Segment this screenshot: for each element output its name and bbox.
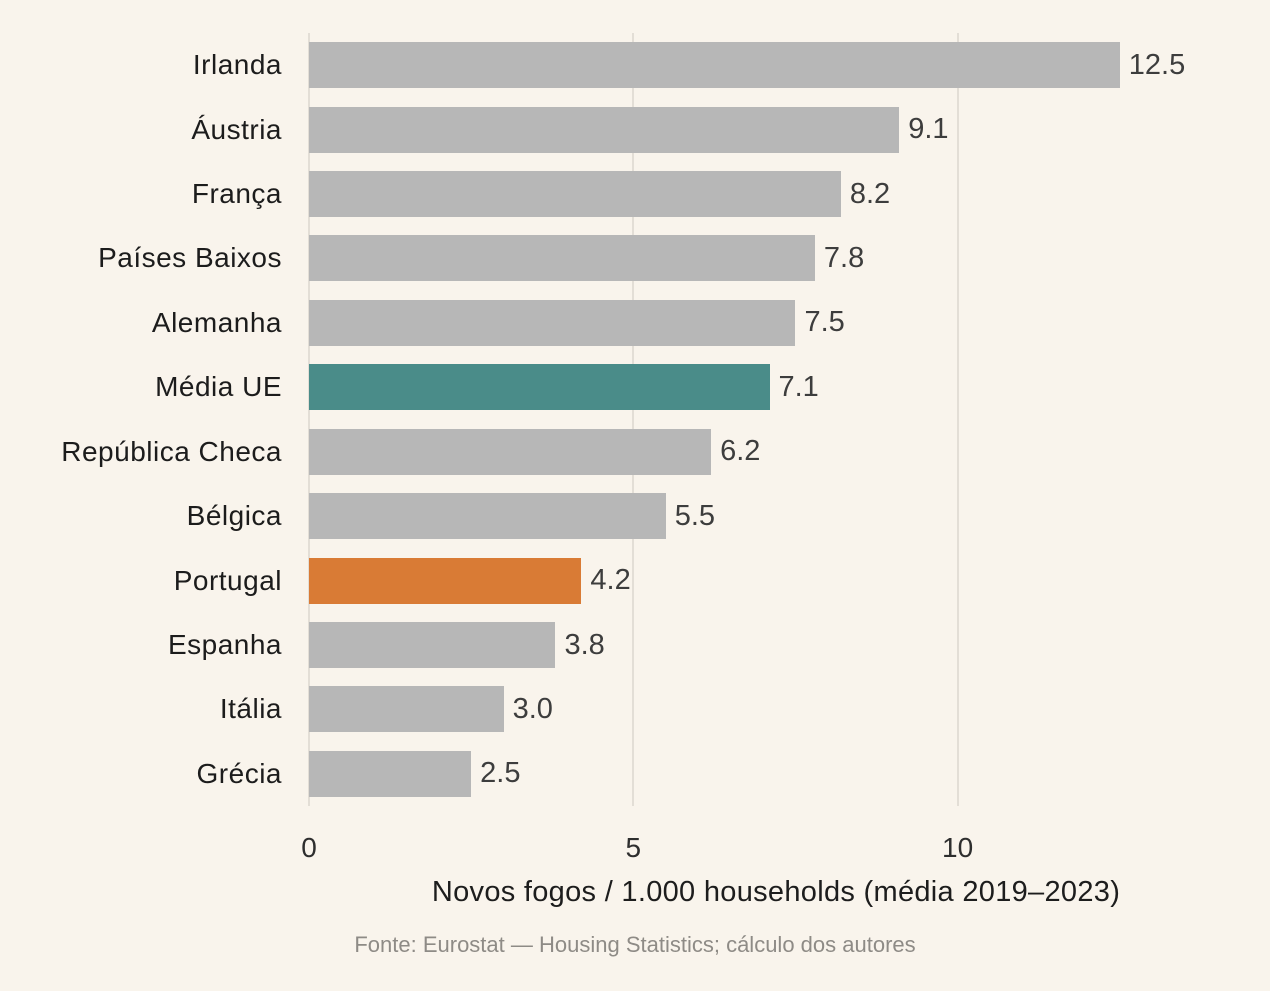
bar-row: França 8.2 bbox=[0, 162, 1243, 226]
bar-row: Bélgica 5.5 bbox=[0, 484, 1243, 548]
bar bbox=[309, 428, 712, 475]
bar-row: Áustria 9.1 bbox=[0, 97, 1243, 161]
x-tick-label: 0 bbox=[301, 832, 317, 863]
bar bbox=[309, 42, 1120, 89]
bar-track: 3.8 bbox=[309, 622, 1243, 668]
bar bbox=[309, 622, 556, 668]
bar-track: 3.0 bbox=[309, 686, 1243, 733]
gridline bbox=[956, 33, 959, 806]
category-label: Áustria bbox=[191, 113, 282, 145]
bar-track: 4.2 bbox=[309, 557, 1243, 604]
bar-row: Espanha 3.8 bbox=[0, 613, 1243, 677]
bar bbox=[309, 557, 582, 604]
bar-track: 7.1 bbox=[309, 364, 1243, 411]
bar-row: Alemanha 7.5 bbox=[0, 291, 1243, 355]
bar-row: Portugal 4.2 bbox=[0, 548, 1243, 612]
value-label: 6.2 bbox=[720, 435, 761, 468]
x-tick-label: 5 bbox=[625, 832, 642, 863]
category-label: Países Baixos bbox=[98, 242, 282, 274]
bar-track: 7.8 bbox=[309, 235, 1243, 282]
bar-row: Média UE 7.1 bbox=[0, 355, 1243, 419]
category-label: Espanha bbox=[167, 629, 282, 660]
bar-track: 8.2 bbox=[309, 171, 1243, 218]
bar-track: 6.2 bbox=[309, 428, 1243, 475]
value-label: 4.2 bbox=[590, 564, 631, 597]
bar-track: 9.1 bbox=[309, 106, 1243, 153]
bar-track: 12.5 bbox=[309, 42, 1243, 89]
value-label: 9.1 bbox=[908, 113, 949, 146]
gridline bbox=[632, 33, 635, 806]
value-label: 2.5 bbox=[480, 757, 521, 790]
bar-row: Irlanda 12.5 bbox=[0, 33, 1243, 97]
bar-rows: Irlanda 12.5 Áustria 9.1 França 8.2 Países Bai… bbox=[0, 33, 1243, 806]
bar-row: República Checa 6.2 bbox=[0, 420, 1243, 484]
category-label: Média UE bbox=[155, 371, 282, 403]
bar-row: Países Baixos 7.8 bbox=[0, 226, 1243, 290]
bar-row: Grécia 2.5 bbox=[0, 742, 1243, 806]
value-label: 3.0 bbox=[512, 692, 553, 725]
category-label: República Checa bbox=[61, 435, 282, 467]
category-label: Bélgica bbox=[186, 500, 282, 532]
x-axis-ticks: 0 5 10 bbox=[301, 832, 1243, 868]
category-label: Alemanha bbox=[151, 306, 282, 338]
value-label: 5.5 bbox=[674, 499, 716, 532]
bar bbox=[309, 171, 841, 218]
value-label: 7.5 bbox=[804, 306, 845, 339]
category-label: Itália bbox=[219, 693, 282, 725]
gridlines-layer bbox=[308, 33, 1243, 806]
value-label: 3.8 bbox=[564, 628, 605, 661]
value-label: 7.1 bbox=[778, 370, 819, 403]
bar bbox=[309, 686, 504, 733]
value-label: 12.5 bbox=[1128, 48, 1186, 81]
bar bbox=[309, 493, 666, 540]
x-axis-title: Novos fogos / 1.000 households (média 20… bbox=[431, 876, 1121, 908]
value-label: 7.8 bbox=[823, 241, 865, 274]
source-note: Fonte: Eurostat — Housing Statistics; cá… bbox=[354, 932, 916, 957]
x-tick-label: 10 bbox=[942, 832, 974, 863]
bar bbox=[309, 364, 770, 411]
category-label: Irlanda bbox=[192, 49, 282, 81]
bar bbox=[309, 750, 472, 797]
bar bbox=[309, 235, 815, 282]
bar-row: Itália 3.0 bbox=[0, 677, 1243, 741]
category-label: Portugal bbox=[173, 564, 282, 596]
value-label: 8.2 bbox=[849, 177, 891, 210]
category-label: França bbox=[191, 178, 282, 210]
bar bbox=[309, 106, 900, 153]
gridline bbox=[308, 33, 310, 806]
bar bbox=[309, 299, 796, 346]
category-label: Grécia bbox=[196, 757, 282, 789]
bar-track: 7.5 bbox=[309, 299, 1243, 346]
bar-track: 2.5 bbox=[309, 750, 1243, 797]
bar-track: 5.5 bbox=[309, 493, 1243, 540]
